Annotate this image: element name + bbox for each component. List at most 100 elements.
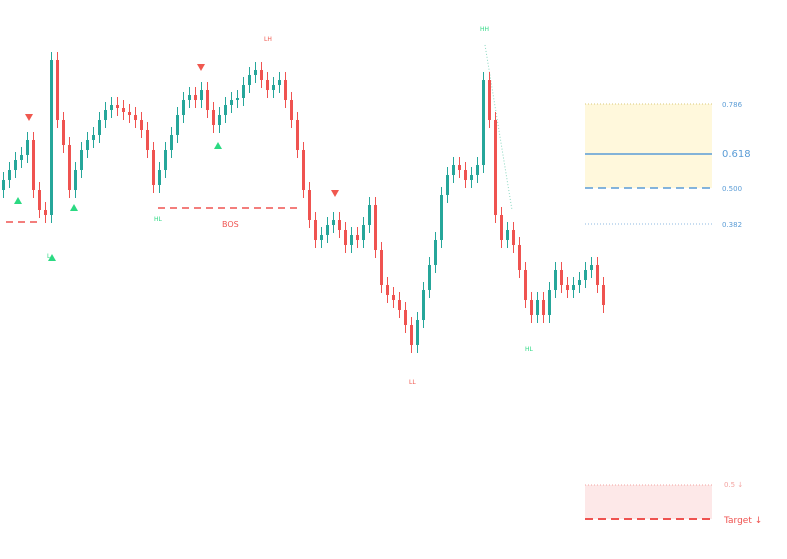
candle-body [38,190,41,210]
candle-body [2,180,5,190]
candle-body [44,210,47,215]
up-arrow-icon [70,204,78,211]
candle-body [80,150,83,170]
up-arrow-icon [14,197,22,204]
candle-body [308,190,311,220]
candle-body [188,95,191,100]
fib-zone [585,104,712,188]
down-arrow-icon [331,190,339,197]
candle-body [128,112,131,115]
candle-body [182,100,185,115]
candle-body [50,60,53,215]
candle-body [272,85,275,90]
candle-body [368,205,371,225]
label-hl-1: HL [154,216,163,223]
candle-body [602,285,605,305]
candle-body [56,60,59,120]
candles-group [2,52,605,353]
candle-body [518,245,521,270]
candle-body [560,270,563,285]
candle-body [62,120,65,145]
candle-body [296,120,299,150]
candle-body [170,135,173,150]
candle-body [104,110,107,120]
candle-body [314,220,317,240]
candle-body [566,285,569,290]
candle-body [446,175,449,195]
candle-body [302,150,305,190]
candle-body [488,80,491,120]
target-label: Target ↓ [723,516,762,526]
candle-body [452,165,455,175]
candle-body [236,98,239,100]
candle-body [596,265,599,285]
candle-body [260,70,263,80]
candle-body [176,115,179,135]
candle-body [530,300,533,315]
candle-body [356,235,359,240]
bos-label: BOS [222,220,239,229]
candle-body [32,140,35,190]
candle-body [500,215,503,240]
candle-body [14,160,17,170]
candle-body [470,175,473,180]
candle-body [278,80,281,85]
fib-618-label: 0.618 [722,149,751,160]
candle-body [20,155,23,160]
candle-body [266,80,269,90]
candle-body [320,235,323,240]
candle-body [332,220,335,225]
half-label: 0.5 ↓ [724,481,743,489]
candle-body [548,290,551,315]
candle-body [116,105,119,108]
up-arrow-icon [48,254,56,261]
target-zone [585,485,712,519]
candle-body [86,140,89,150]
candle-body [194,95,197,100]
candle-body [386,285,389,295]
candle-body [26,140,29,155]
candle-body [290,100,293,120]
candle-body [350,235,353,245]
candle-body [482,80,485,165]
candle-body [374,205,377,250]
candle-body [98,120,101,135]
candle-body [92,135,95,140]
fib-500-label: 0.500 [722,185,742,193]
candle-body [476,165,479,175]
up-arrow-icon [214,142,222,149]
candle-body [590,265,593,270]
candle-body [398,300,401,310]
candle-body [416,320,419,345]
candle-body [344,230,347,245]
candle-body [464,170,467,180]
label-lh: LH [264,36,272,43]
candle-body [68,145,71,190]
candle-body [410,325,413,345]
candle-body [338,220,341,230]
candle-body [392,295,395,300]
candle-body [404,310,407,325]
candle-body [494,120,497,215]
candle-body [230,100,233,105]
fib-382-label: 0.382 [722,221,742,229]
candle-body [554,270,557,290]
candle-body [242,85,245,98]
candle-body [506,230,509,240]
candle-body [122,108,125,112]
candle-body [134,115,137,120]
candle-body [248,75,251,85]
candle-body [524,270,527,300]
candle-body [8,170,11,180]
candle-body [362,225,365,240]
candle-body [140,120,143,130]
candle-body [578,280,581,285]
candle-body [200,90,203,100]
candle-body [572,285,575,290]
candle-body [440,195,443,240]
label-ll: LL [409,379,416,386]
candle-body [164,150,167,170]
candle-body [212,110,215,125]
